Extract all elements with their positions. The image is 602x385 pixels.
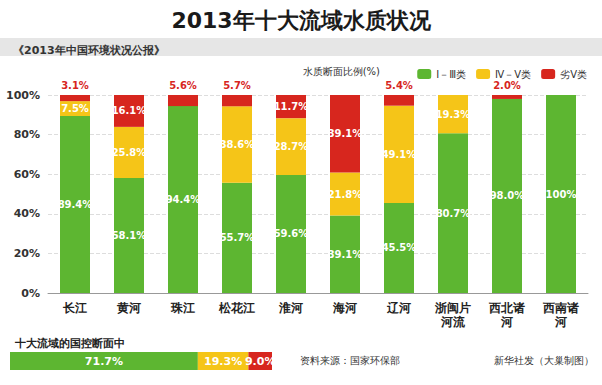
svg-text:20%: 20% <box>14 247 40 260</box>
svg-text:21.8%: 21.8% <box>328 189 363 200</box>
svg-text:Ⅰ－Ⅲ类: Ⅰ－Ⅲ类 <box>436 69 466 80</box>
svg-text:98.0%: 98.0% <box>490 190 525 201</box>
svg-text:辽河: 辽河 <box>386 301 411 315</box>
svg-text:淮河: 淮河 <box>278 301 303 315</box>
svg-text:河: 河 <box>554 315 567 329</box>
svg-text:5.4%: 5.4% <box>385 80 413 91</box>
svg-text:西北诸: 西北诸 <box>488 301 525 315</box>
svg-text:7.5%: 7.5% <box>61 103 89 114</box>
svg-text:资料来源：国家环保部: 资料来源：国家环保部 <box>300 355 400 366</box>
svg-text:45.5%: 45.5% <box>382 242 417 253</box>
svg-text:松花江: 松花江 <box>218 301 255 315</box>
svg-text:60%: 60% <box>14 168 40 181</box>
svg-text:水质断面比例(%): 水质断面比例(%) <box>303 66 380 77</box>
svg-text:59.6%: 59.6% <box>274 228 309 239</box>
svg-text:珠江: 珠江 <box>170 301 195 315</box>
svg-text:西南诸: 西南诸 <box>542 301 579 315</box>
svg-text:Ⅳ－Ⅴ类: Ⅳ－Ⅴ类 <box>495 69 531 80</box>
svg-text:100%: 100% <box>546 189 577 200</box>
svg-text:89.4%: 89.4% <box>58 199 93 210</box>
svg-text:5.6%: 5.6% <box>169 80 197 91</box>
svg-text:19.3%: 19.3% <box>204 355 242 368</box>
svg-text:5.7%: 5.7% <box>223 80 251 91</box>
svg-text:94.4%: 94.4% <box>166 194 201 205</box>
svg-text:25.8%: 25.8% <box>112 147 147 158</box>
svg-text:16.1%: 16.1% <box>112 105 147 116</box>
svg-text:黄河: 黄河 <box>116 301 141 315</box>
svg-text:11.7%: 11.7% <box>274 101 309 112</box>
svg-text:55.7%: 55.7% <box>220 232 255 243</box>
svg-text:浙闽片: 浙闽片 <box>434 301 471 315</box>
svg-text:河: 河 <box>500 315 513 329</box>
svg-text:劣Ⅴ类: 劣Ⅴ类 <box>560 69 587 80</box>
svg-text:3.1%: 3.1% <box>61 80 89 91</box>
svg-text:40%: 40% <box>14 207 40 220</box>
svg-text:58.1%: 58.1% <box>112 230 147 241</box>
svg-text:71.7%: 71.7% <box>85 355 123 368</box>
svg-text:2.0%: 2.0% <box>493 80 521 91</box>
svg-text:28.7%: 28.7% <box>274 141 309 152</box>
svg-text:80.7%: 80.7% <box>436 208 471 219</box>
svg-text:39.1%: 39.1% <box>328 249 363 260</box>
svg-text:19.3%: 19.3% <box>436 109 471 120</box>
svg-text:《2013年中国环境状况公报》: 《2013年中国环境状况公报》 <box>13 44 165 57</box>
svg-text:9.0%: 9.0% <box>245 355 276 368</box>
svg-text:100%: 100% <box>6 89 40 102</box>
svg-text:38.6%: 38.6% <box>220 139 255 150</box>
svg-text:0%: 0% <box>21 287 40 300</box>
svg-text:新华社发（大巢制图）: 新华社发（大巢制图） <box>494 355 594 366</box>
svg-text:长江: 长江 <box>62 301 87 315</box>
svg-text:80%: 80% <box>14 128 40 141</box>
svg-text:海河: 海河 <box>332 301 357 315</box>
svg-text:河流: 河流 <box>440 315 466 329</box>
svg-text:39.1%: 39.1% <box>328 128 363 139</box>
svg-text:2013年十大流域水质状况: 2013年十大流域水质状况 <box>171 8 431 33</box>
svg-text:十大流域的国控断面中: 十大流域的国控断面中 <box>14 337 125 350</box>
svg-text:49.1%: 49.1% <box>382 149 417 160</box>
